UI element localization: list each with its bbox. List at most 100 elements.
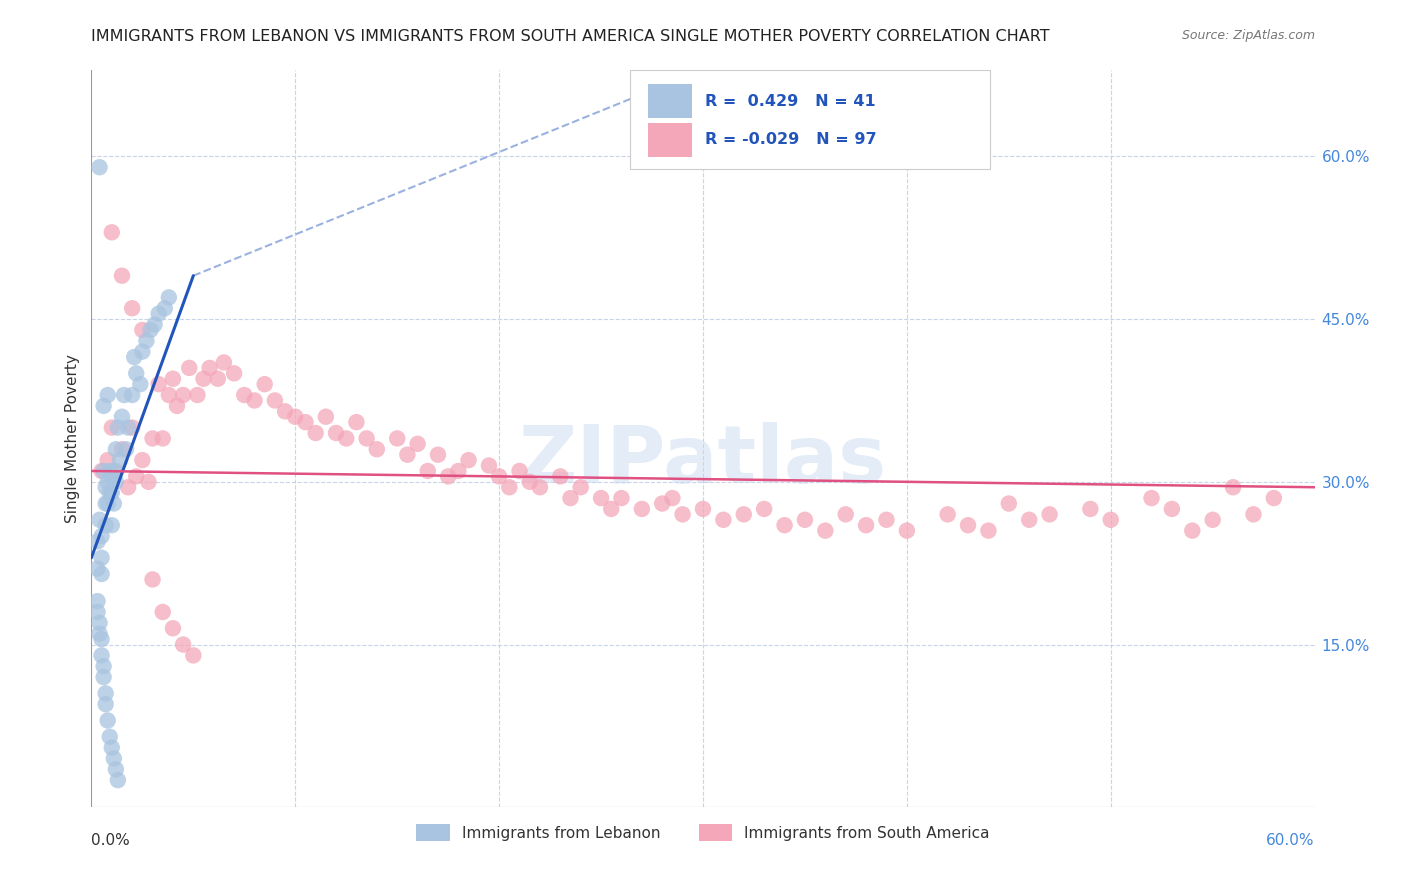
Point bbox=[148, 307, 170, 321]
Point bbox=[672, 508, 695, 522]
Point bbox=[304, 425, 326, 440]
Point bbox=[107, 773, 129, 788]
Point bbox=[94, 518, 117, 533]
Point bbox=[86, 561, 108, 575]
Point bbox=[253, 377, 276, 392]
FancyBboxPatch shape bbox=[648, 85, 692, 119]
Point bbox=[89, 615, 111, 630]
Point bbox=[108, 453, 131, 467]
Point bbox=[855, 518, 877, 533]
Point bbox=[179, 360, 201, 375]
Point bbox=[125, 469, 148, 483]
Point bbox=[98, 730, 121, 744]
Text: IMMIGRANTS FROM LEBANON VS IMMIGRANTS FROM SOUTH AMERICA SINGLE MOTHER POVERTY C: IMMIGRANTS FROM LEBANON VS IMMIGRANTS FR… bbox=[91, 29, 1050, 44]
Legend: Immigrants from Lebanon, Immigrants from South America: Immigrants from Lebanon, Immigrants from… bbox=[411, 818, 995, 847]
Point bbox=[86, 594, 108, 608]
Point bbox=[97, 388, 120, 402]
Point bbox=[107, 420, 129, 434]
Point bbox=[121, 301, 143, 316]
Point bbox=[366, 442, 388, 457]
Text: R = -0.029   N = 97: R = -0.029 N = 97 bbox=[706, 132, 877, 147]
Point bbox=[198, 360, 221, 375]
Point bbox=[610, 491, 633, 505]
Text: R =  0.429   N = 41: R = 0.429 N = 41 bbox=[706, 94, 876, 109]
Point bbox=[94, 496, 117, 510]
Point bbox=[315, 409, 337, 424]
Point bbox=[101, 485, 124, 500]
Point bbox=[101, 740, 124, 755]
Point bbox=[207, 372, 229, 386]
Point bbox=[1202, 513, 1225, 527]
Point bbox=[89, 513, 111, 527]
Point bbox=[956, 518, 979, 533]
Point bbox=[1080, 502, 1102, 516]
Point bbox=[1161, 502, 1184, 516]
Point bbox=[129, 377, 152, 392]
Point bbox=[498, 480, 520, 494]
Point bbox=[166, 399, 188, 413]
Point bbox=[152, 432, 174, 446]
Point bbox=[93, 659, 115, 673]
Point bbox=[121, 388, 143, 402]
Point bbox=[1263, 491, 1285, 505]
Point bbox=[138, 475, 160, 489]
Point bbox=[89, 626, 111, 640]
Point bbox=[97, 496, 120, 510]
Point bbox=[529, 480, 551, 494]
Point bbox=[447, 464, 470, 478]
Point bbox=[111, 268, 134, 283]
Point bbox=[101, 518, 124, 533]
Point bbox=[284, 409, 307, 424]
Point bbox=[631, 502, 654, 516]
Point bbox=[141, 573, 163, 587]
Point bbox=[711, 513, 734, 527]
Point bbox=[1038, 508, 1062, 522]
Point bbox=[104, 475, 127, 489]
Point bbox=[977, 524, 1000, 538]
Point bbox=[143, 318, 166, 332]
Point bbox=[90, 550, 112, 565]
Point bbox=[591, 491, 613, 505]
Point bbox=[125, 367, 148, 381]
Point bbox=[148, 377, 170, 392]
Point bbox=[111, 442, 134, 457]
Point bbox=[793, 513, 815, 527]
Point bbox=[488, 469, 510, 483]
Point bbox=[264, 393, 287, 408]
Point bbox=[478, 458, 501, 473]
Point bbox=[97, 453, 120, 467]
Point bbox=[94, 686, 117, 700]
Point bbox=[754, 502, 776, 516]
Point bbox=[427, 448, 450, 462]
Point bbox=[733, 508, 755, 522]
Point bbox=[233, 388, 256, 402]
Point bbox=[131, 323, 153, 337]
Point bbox=[212, 355, 235, 369]
Point bbox=[651, 496, 673, 510]
Point bbox=[814, 524, 837, 538]
Point bbox=[90, 648, 112, 663]
Text: 0.0%: 0.0% bbox=[91, 833, 131, 848]
Point bbox=[437, 469, 460, 483]
Point bbox=[222, 367, 246, 381]
Point bbox=[162, 621, 184, 635]
Point bbox=[86, 534, 108, 549]
Point bbox=[157, 388, 180, 402]
Point bbox=[773, 518, 796, 533]
Point bbox=[406, 437, 429, 451]
Point bbox=[325, 425, 347, 440]
Point bbox=[569, 480, 592, 494]
Point bbox=[90, 567, 112, 582]
Point bbox=[90, 632, 112, 646]
Point bbox=[93, 464, 115, 478]
Point bbox=[519, 475, 541, 489]
Point bbox=[90, 529, 112, 543]
Point bbox=[1099, 513, 1122, 527]
Point bbox=[1222, 480, 1244, 494]
Point bbox=[131, 453, 153, 467]
Text: Source: ZipAtlas.com: Source: ZipAtlas.com bbox=[1181, 29, 1315, 42]
Point bbox=[1243, 508, 1265, 522]
Point bbox=[416, 464, 439, 478]
Point bbox=[103, 496, 125, 510]
Point bbox=[152, 605, 174, 619]
